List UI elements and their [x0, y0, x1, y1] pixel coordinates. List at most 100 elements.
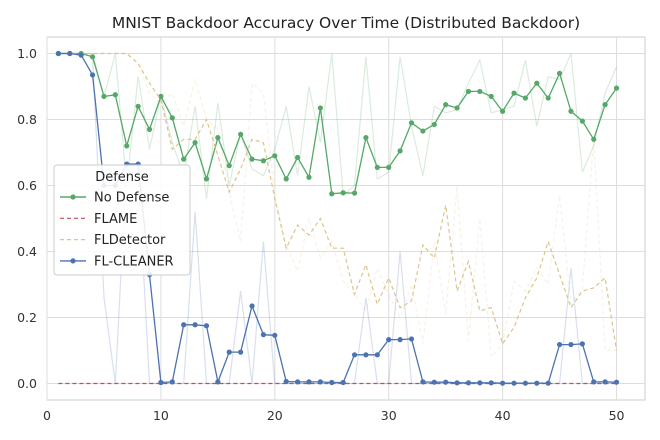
data-point — [181, 322, 187, 328]
data-point — [602, 379, 608, 385]
data-point — [226, 349, 232, 355]
data-point — [294, 379, 301, 385]
data-point — [443, 102, 449, 108]
chart-title: MNIST Backdoor Accuracy Over Time (Distr… — [112, 14, 580, 32]
data-point — [374, 164, 380, 170]
data-point — [317, 105, 323, 111]
data-point — [124, 143, 130, 149]
data-point — [340, 379, 346, 386]
data-point — [272, 332, 278, 338]
y-tick-label: 0.8 — [17, 112, 37, 127]
x-tick-label: 30 — [381, 408, 397, 423]
x-axis-ticks: 0 10 20 30 40 50 — [43, 408, 625, 423]
data-point — [420, 379, 426, 385]
legend-marker — [70, 194, 76, 200]
data-point — [192, 140, 198, 146]
legend-box — [53, 164, 191, 276]
legend-label-no-defense: No Defense — [94, 191, 169, 206]
data-point — [67, 50, 73, 57]
data-point — [260, 158, 267, 164]
data-point — [249, 156, 255, 162]
data-point — [545, 380, 551, 386]
data-point — [226, 163, 232, 169]
data-point — [568, 108, 574, 114]
data-point — [101, 93, 107, 99]
y-tick-label: 0.6 — [17, 178, 37, 193]
data-point — [272, 153, 278, 159]
data-point — [294, 154, 301, 161]
data-point — [522, 95, 529, 101]
data-point — [112, 92, 118, 98]
data-point — [556, 341, 563, 348]
data-point — [238, 131, 244, 137]
data-point — [591, 379, 597, 385]
data-point — [431, 379, 437, 385]
legend: Defense No Defense FLAME FLDetector FL-CLEAN… — [53, 164, 191, 276]
data-point — [477, 380, 483, 386]
data-point — [408, 336, 415, 342]
data-point — [545, 95, 551, 101]
data-point — [465, 88, 472, 95]
data-point — [181, 156, 187, 162]
data-point — [534, 80, 540, 86]
data-point — [146, 126, 153, 132]
data-point — [420, 128, 426, 134]
data-point — [534, 380, 540, 386]
raw-series-line-fldetector — [58, 52, 617, 359]
data-point — [89, 72, 96, 78]
raw-series-line-no-defense — [58, 52, 618, 199]
data-point — [374, 352, 380, 358]
data-point — [579, 341, 585, 347]
data-point — [55, 50, 61, 57]
legend-title: Defense — [95, 170, 149, 185]
data-point — [203, 176, 210, 182]
data-point — [78, 52, 84, 58]
data-point — [89, 54, 96, 60]
x-tick-label: 50 — [609, 408, 625, 423]
legend-marker — [70, 258, 76, 264]
data-point — [454, 380, 460, 386]
data-point — [477, 88, 483, 95]
data-point — [488, 380, 494, 386]
data-point — [351, 190, 358, 196]
data-point — [283, 176, 289, 182]
data-point — [363, 135, 369, 141]
data-point — [260, 332, 267, 338]
x-tick-label: 0 — [43, 408, 51, 423]
data-point — [238, 349, 244, 355]
data-point — [511, 90, 517, 96]
y-axis-ticks: 0.0 0.2 0.4 0.6 0.8 1.0 — [17, 46, 37, 391]
data-point — [351, 352, 358, 358]
legend-label-flame: FLAME — [94, 212, 137, 227]
data-point — [249, 303, 255, 309]
y-tick-label: 0.0 — [17, 376, 37, 391]
x-tick-label: 10 — [153, 408, 169, 423]
y-tick-label: 0.4 — [17, 244, 37, 259]
data-point — [169, 379, 175, 385]
data-point — [579, 118, 585, 124]
data-point — [386, 164, 392, 170]
data-point — [363, 352, 369, 358]
data-point — [397, 337, 403, 343]
series-line-fldetector — [58, 52, 618, 351]
legend-label-fl-cleaner: FL-CLEANER — [94, 254, 174, 269]
data-point — [500, 380, 506, 386]
data-point — [158, 93, 164, 99]
data-point — [306, 379, 312, 385]
legend-label-fldetector: FLDetector — [94, 233, 166, 248]
data-point — [602, 102, 608, 108]
data-point — [613, 85, 620, 91]
data-point — [556, 70, 563, 76]
y-tick-label: 1.0 — [17, 46, 37, 61]
data-point — [169, 115, 175, 121]
data-point — [317, 379, 323, 385]
data-point — [591, 136, 597, 142]
data-point — [454, 105, 460, 111]
y-tick-label: 0.2 — [17, 310, 37, 325]
data-point — [408, 120, 415, 126]
data-point — [329, 191, 335, 197]
data-point — [135, 103, 141, 109]
data-point — [340, 190, 346, 196]
data-point — [215, 379, 221, 385]
